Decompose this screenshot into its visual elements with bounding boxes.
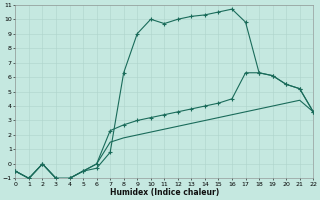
X-axis label: Humidex (Indice chaleur): Humidex (Indice chaleur) — [110, 188, 219, 197]
